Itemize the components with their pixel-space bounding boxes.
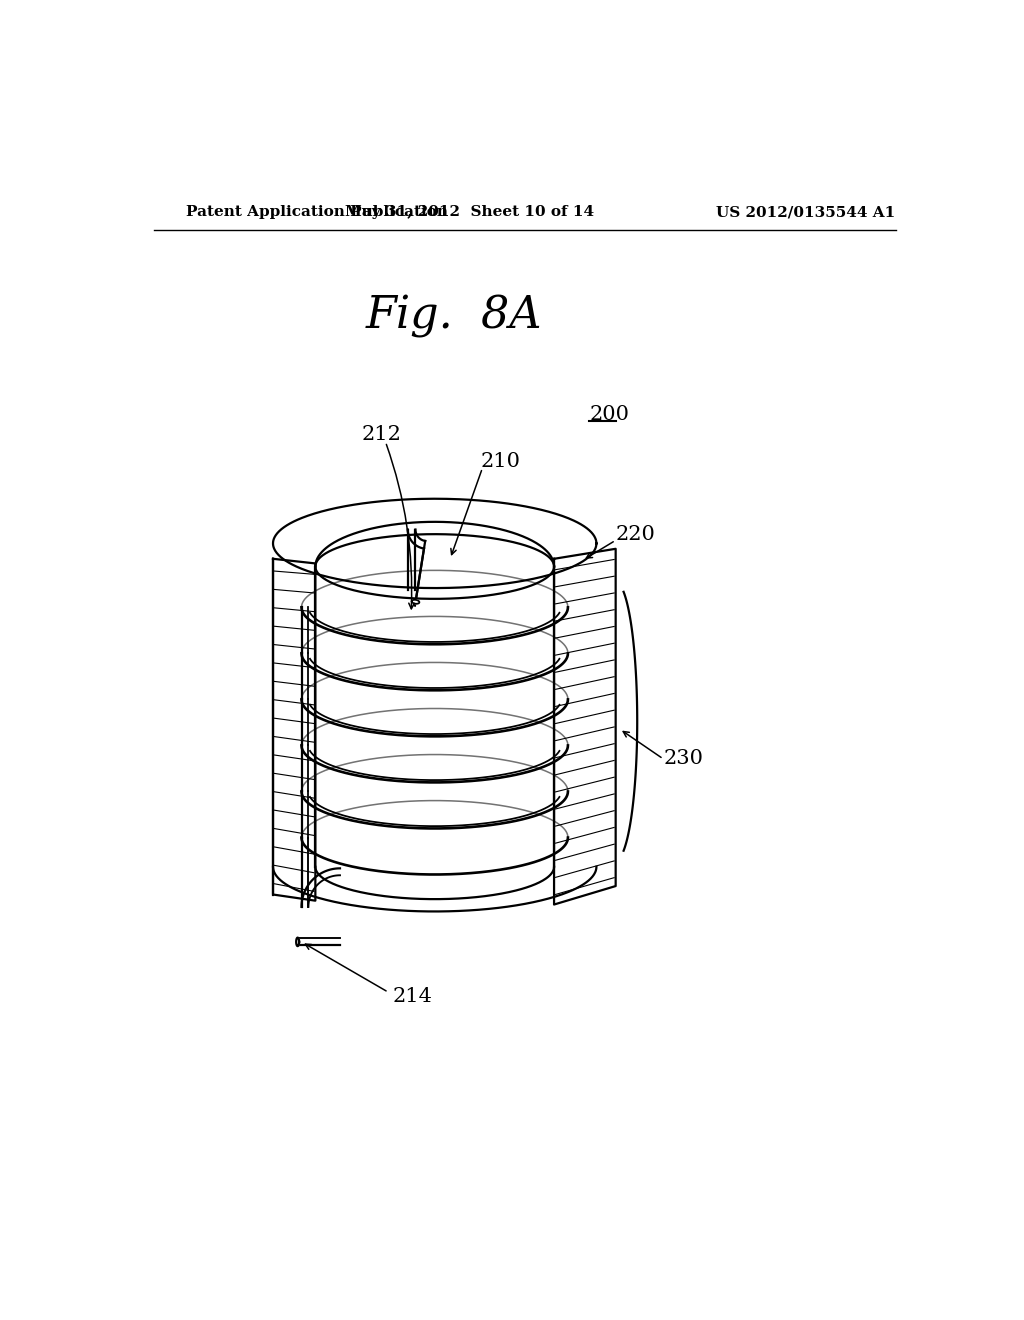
Polygon shape — [296, 937, 299, 946]
Text: US 2012/0135544 A1: US 2012/0135544 A1 — [716, 206, 895, 219]
Text: 200: 200 — [590, 404, 630, 424]
Text: 214: 214 — [392, 986, 432, 1006]
Text: Fig.  8A: Fig. 8A — [366, 294, 543, 338]
Text: 212: 212 — [361, 425, 401, 445]
Text: May 31, 2012  Sheet 10 of 14: May 31, 2012 Sheet 10 of 14 — [345, 206, 594, 219]
Text: 230: 230 — [664, 750, 703, 768]
Polygon shape — [412, 599, 420, 603]
Text: 210: 210 — [481, 451, 521, 470]
Text: 220: 220 — [615, 524, 655, 544]
Text: Patent Application Publication: Patent Application Publication — [186, 206, 449, 219]
